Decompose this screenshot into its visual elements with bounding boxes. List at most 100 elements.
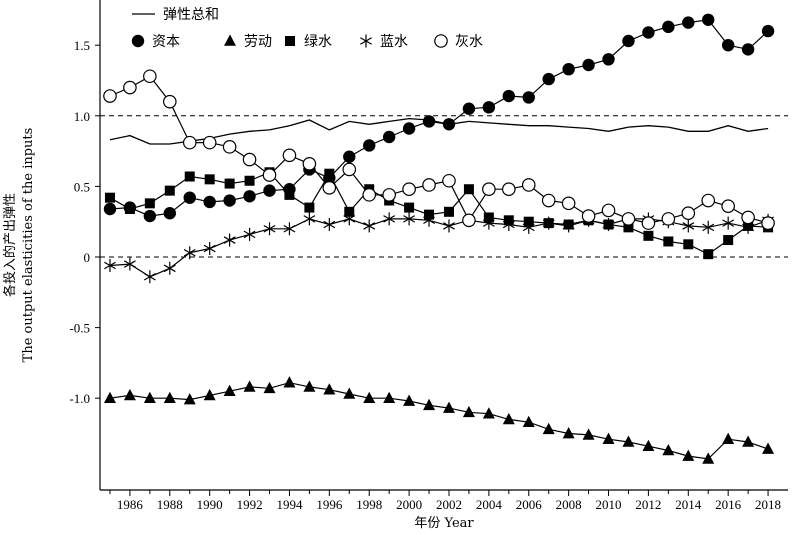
data-point <box>462 102 476 115</box>
data-point <box>703 249 714 260</box>
asterisk-stroke <box>383 215 396 223</box>
data-point <box>202 135 217 150</box>
x-tick-label: 2006 <box>516 497 543 512</box>
data-point <box>103 89 117 103</box>
asterisk-stroke <box>502 220 515 229</box>
data-point <box>622 34 635 48</box>
data-point <box>682 449 695 461</box>
data-point <box>283 376 296 388</box>
legend-label: 绿水 <box>304 34 332 50</box>
y-tick-label: 0.5 <box>74 179 90 194</box>
data-point <box>123 388 136 401</box>
data-point <box>404 202 415 213</box>
asterisk-stroke <box>123 260 136 268</box>
reference-lines <box>100 115 788 258</box>
data-point <box>284 189 295 200</box>
legend-marker <box>131 34 145 48</box>
asterisk-stroke <box>482 219 495 227</box>
data-point <box>163 261 176 275</box>
x-axis-title: 年份 Year <box>414 516 474 531</box>
legend-label: 灰水 <box>455 34 483 50</box>
x-tick-label: 1990 <box>197 497 223 512</box>
data-point <box>164 185 175 196</box>
data-point <box>681 206 696 221</box>
data-point <box>322 181 337 195</box>
data-point <box>143 69 157 84</box>
data-point <box>403 212 416 226</box>
data-point <box>602 53 615 66</box>
data-point <box>482 216 495 230</box>
data-point <box>203 388 216 401</box>
data-point <box>602 218 615 232</box>
asterisk-stroke <box>360 37 372 45</box>
data-point <box>344 206 355 217</box>
data-point <box>561 196 576 211</box>
data-point <box>502 89 516 103</box>
asterisk-stroke <box>522 223 535 232</box>
data-point <box>324 168 335 179</box>
data-point <box>442 401 455 413</box>
y-tick-label: 1.5 <box>74 38 90 53</box>
data-point <box>143 209 157 223</box>
y-tick-label: -0.5 <box>69 321 90 336</box>
series-line <box>109 171 769 255</box>
data-point <box>502 182 516 197</box>
data-point <box>423 398 436 411</box>
data-point <box>683 239 694 250</box>
data-point <box>104 258 116 272</box>
y-ticks: 1.5 1.0 0.5 0 -0.5 -1.0 <box>69 38 100 406</box>
data-point <box>542 72 555 86</box>
data-point <box>244 175 255 186</box>
data-point <box>163 207 176 220</box>
data-point <box>682 16 695 29</box>
data-point <box>502 412 515 425</box>
data-point <box>123 80 137 95</box>
legend-marker <box>224 34 236 46</box>
data-point <box>183 393 196 405</box>
data-point <box>323 383 336 395</box>
asterisk-stroke <box>742 223 755 232</box>
data-point <box>262 168 277 182</box>
asterisk-stroke <box>223 236 236 244</box>
asterisk-stroke <box>443 222 455 230</box>
data-point <box>184 171 195 182</box>
data-point <box>661 212 676 226</box>
y-axis-title-en: The output elasticities of the inputs <box>21 128 36 363</box>
data-point <box>423 213 435 227</box>
data-point <box>482 182 496 197</box>
data-point <box>702 13 715 26</box>
data-point <box>422 178 436 192</box>
data-point <box>163 391 176 404</box>
data-point <box>204 174 215 185</box>
data-point <box>562 62 575 76</box>
data-point <box>403 394 416 406</box>
data-point <box>701 193 716 208</box>
data-point <box>363 391 376 404</box>
data-point <box>343 212 356 226</box>
legend-marker <box>360 34 372 48</box>
data-point <box>723 235 734 246</box>
x-tick-label: 1986 <box>117 497 144 512</box>
x-tick-label: 2010 <box>596 497 622 512</box>
data-point <box>323 218 336 232</box>
series-line <box>109 382 769 460</box>
data-point <box>541 193 556 208</box>
asterisk-stroke <box>183 248 196 257</box>
data-point <box>382 188 396 202</box>
x-tick-label: 2004 <box>476 497 503 512</box>
asterisk-stroke <box>263 224 276 233</box>
asterisk-stroke <box>143 273 156 281</box>
x-tick-label: 2018 <box>755 497 781 512</box>
data-point <box>641 216 656 230</box>
data-point <box>282 148 297 163</box>
series-0 <box>109 117 769 145</box>
data-point <box>304 202 315 213</box>
data-point <box>143 270 156 284</box>
data-point <box>562 219 575 233</box>
data-point <box>601 203 616 218</box>
x-tick-label: 1996 <box>316 497 343 512</box>
data-point <box>302 157 317 171</box>
y-tick-label: -1.0 <box>69 391 90 406</box>
data-point <box>462 405 475 418</box>
